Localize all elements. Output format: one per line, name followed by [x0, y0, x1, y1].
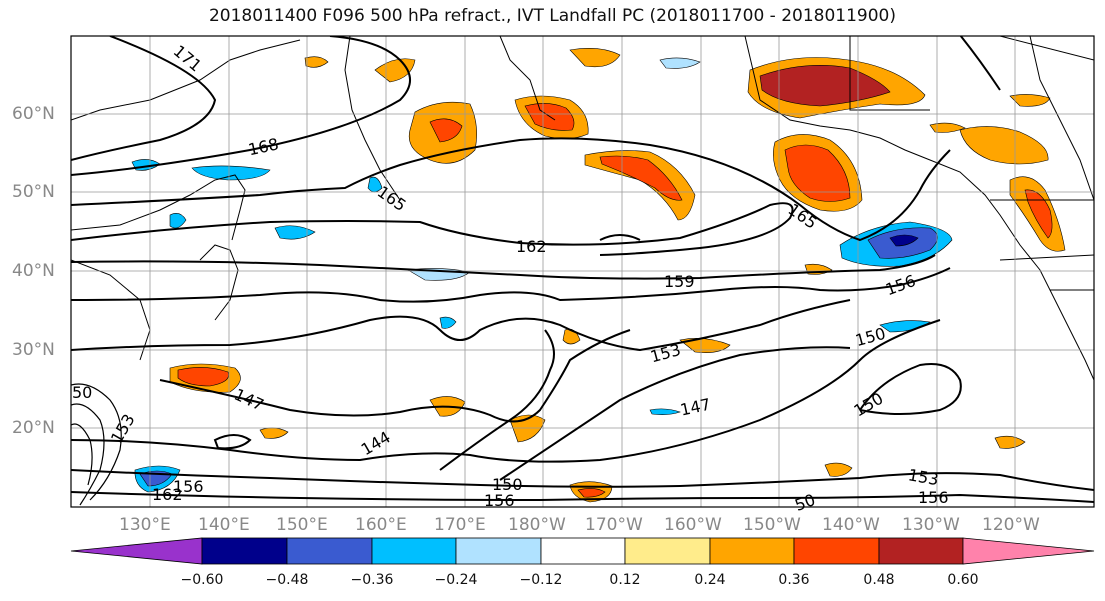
lon-label: 150°E	[276, 515, 328, 535]
contour-label: 162	[516, 237, 547, 256]
lon-label: 140°W	[822, 515, 880, 535]
colorbar-bin	[455, 537, 542, 565]
colorbar-bin	[793, 537, 880, 565]
coastlines	[71, 36, 1094, 381]
negative-anomaly-shading	[131, 57, 953, 493]
map-plot-area	[71, 36, 1094, 507]
map-title: 2018011400 F096 500 hPa refract., IVT La…	[208, 6, 896, 26]
lat-label: 50°N	[12, 182, 55, 202]
refractivity-contours	[71, 36, 1094, 503]
lat-label: 60°N	[12, 104, 55, 124]
colorbar	[70, 537, 1095, 565]
contour-label: 156	[918, 488, 949, 507]
lon-label: 120°W	[982, 515, 1040, 535]
map-frame	[70, 35, 1095, 508]
colorbar-tick-label: 0.24	[694, 572, 726, 588]
contour-label: 159	[664, 272, 695, 291]
contour-label: 162	[152, 485, 183, 504]
lat-label: 30°N	[12, 340, 55, 360]
colorbar-bin	[878, 537, 964, 565]
lat-label: 40°N	[12, 261, 55, 281]
colorbar-tick-label: −0.48	[265, 572, 309, 588]
lon-label: 180°W	[508, 515, 566, 535]
colorbar-tick-label: −0.60	[180, 572, 224, 588]
contour-label: 150	[492, 475, 523, 494]
colorbar-tick-label: 0.12	[609, 572, 641, 588]
lon-label: 170°W	[585, 515, 643, 535]
colorbar-tick-label: 0.36	[778, 572, 810, 588]
colorbar-bin	[624, 537, 711, 565]
graticule	[71, 36, 1094, 507]
lon-label: 130°W	[902, 515, 960, 535]
colorbar-tick-label: 0.48	[863, 572, 895, 588]
colorbar-tick-label: −0.12	[519, 572, 563, 588]
contour-label: 50	[72, 383, 92, 402]
lon-label: 160°E	[355, 515, 407, 535]
colorbar-bin	[286, 537, 373, 565]
lon-label: 170°E	[434, 515, 486, 535]
colorbar-tick-label: 0.60	[947, 572, 979, 588]
contour-label: 156	[484, 491, 515, 510]
colorbar-bin	[962, 537, 1095, 565]
contour-label: 156	[173, 477, 204, 496]
lon-label: 140°E	[198, 515, 250, 535]
colorbar-bin	[371, 537, 457, 565]
lon-label: 150°W	[743, 515, 801, 535]
colorbar-bin	[540, 537, 626, 565]
lon-label: 160°W	[664, 515, 722, 535]
colorbar-tick-label: −0.24	[434, 572, 478, 588]
colorbar-bin	[709, 537, 795, 565]
lat-label: 20°N	[12, 418, 55, 438]
lon-label: 130°E	[119, 515, 171, 535]
contour-lines-thin	[71, 383, 122, 506]
colorbar-tick-label: −0.36	[350, 572, 394, 588]
colorbar-bin	[70, 537, 203, 565]
colorbar-bin	[201, 537, 288, 565]
